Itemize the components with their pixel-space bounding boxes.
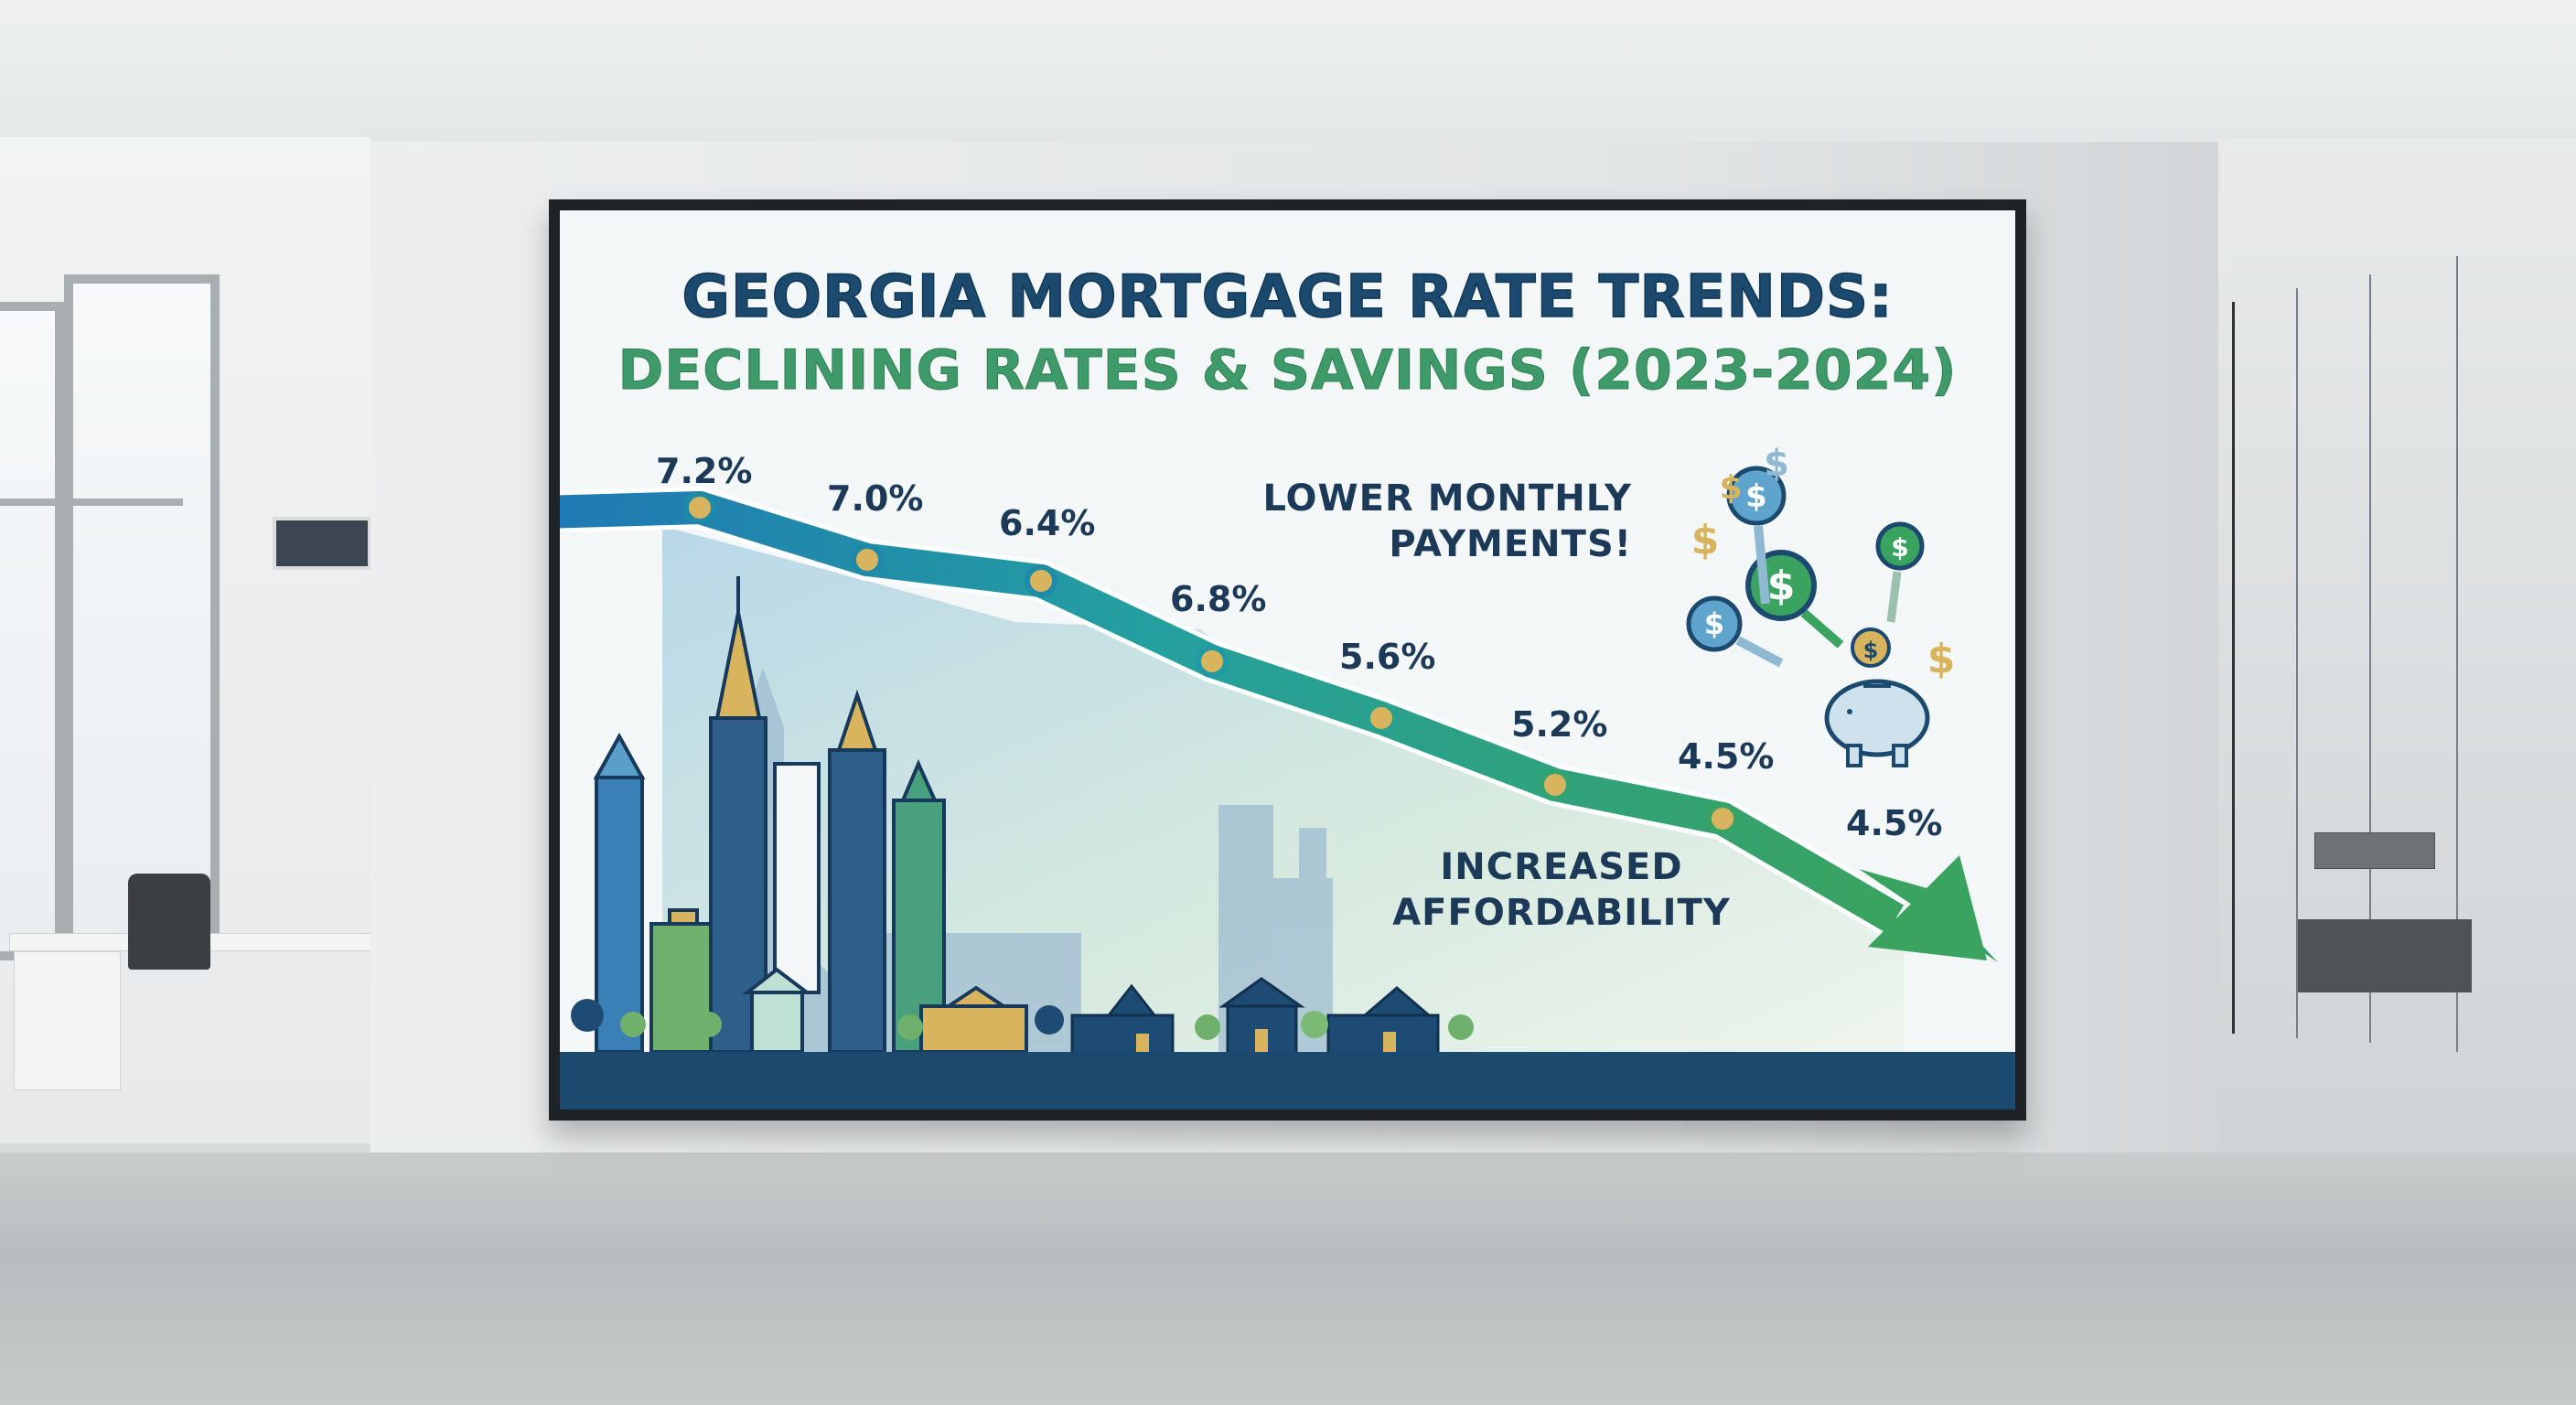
data-label: 6.8%: [1170, 579, 1267, 619]
svg-text:$: $: [1927, 636, 1956, 682]
chart-subtitle: DECLINING RATES & SAVINGS (2023-2024): [617, 338, 1958, 403]
svg-text:$: $: [1764, 443, 1789, 485]
data-label: 7.0%: [827, 478, 924, 519]
dollar-coin-icon: [1726, 466, 1787, 526]
office-chair: [128, 874, 210, 970]
trees: [571, 999, 1474, 1040]
callout-line: AFFORDABILITY: [1392, 892, 1731, 934]
floor: [0, 1153, 2576, 1405]
area-fill: [662, 526, 1905, 1052]
callout-line: PAYMENTS!: [1389, 523, 1632, 565]
cabinet: [2298, 919, 2472, 992]
right-office-area: [2218, 137, 2576, 1189]
data-label: 4.5%: [1678, 736, 1775, 777]
svg-text:$: $: [1745, 478, 1767, 515]
piggy-bank-icon: [1824, 679, 1930, 757]
data-label: 6.4%: [999, 503, 1096, 543]
callout-line: INCREASED: [1440, 846, 1683, 888]
window-mullion: [0, 499, 183, 506]
glass-partition: [2232, 302, 2235, 1034]
chart-title: GEORGIA MORTGAGE RATE TRENDS:: [682, 263, 1894, 332]
computer-monitor: [273, 517, 371, 570]
svg-text:$: $: [1719, 469, 1742, 507]
lower-payments-callout: LOWER MONTHLY PAYMENTS!: [1248, 476, 1632, 567]
svg-text:$: $: [1704, 606, 1724, 641]
ground-band: [560, 1052, 2015, 1110]
dollar-coin-icon: [1851, 627, 1891, 668]
svg-text:$: $: [1863, 638, 1879, 663]
data-label: 5.2%: [1511, 704, 1608, 745]
glass-partition: [2456, 256, 2458, 1052]
affordability-callout: INCREASED AFFORDABILITY: [1379, 844, 1744, 936]
dollar-coin-icon: [1686, 595, 1743, 652]
window: [0, 302, 64, 960]
svg-text:$: $: [1891, 532, 1908, 563]
svg-text:$: $: [1767, 563, 1796, 609]
svg-text:$: $: [1691, 517, 1720, 563]
window: [64, 274, 220, 951]
ceiling: [0, 0, 2576, 156]
desk-drawers: [14, 951, 121, 1090]
data-label: 4.5%: [1846, 803, 1943, 843]
line-chart: $ $ $ $ $ $ $ $ $: [560, 443, 2015, 1110]
dollar-coin-icon: [1875, 521, 1925, 571]
infographic-screen: GEORGIA MORTGAGE RATE TRENDS: DECLINING …: [560, 210, 2015, 1110]
binders: [2314, 832, 2435, 869]
glass-partition: [2296, 288, 2298, 1038]
savings-illustration: $ $ $ $ $ $ $ $ $: [1686, 443, 1956, 767]
data-label: 7.2%: [656, 451, 753, 491]
data-markers: [683, 491, 1739, 835]
data-label: 5.6%: [1339, 637, 1436, 677]
callout-line: LOWER MONTHLY: [1262, 477, 1632, 520]
house-doors: [1136, 1029, 1396, 1056]
glass-partition: [2369, 274, 2371, 1043]
trend-arrowhead: [1868, 855, 1987, 960]
